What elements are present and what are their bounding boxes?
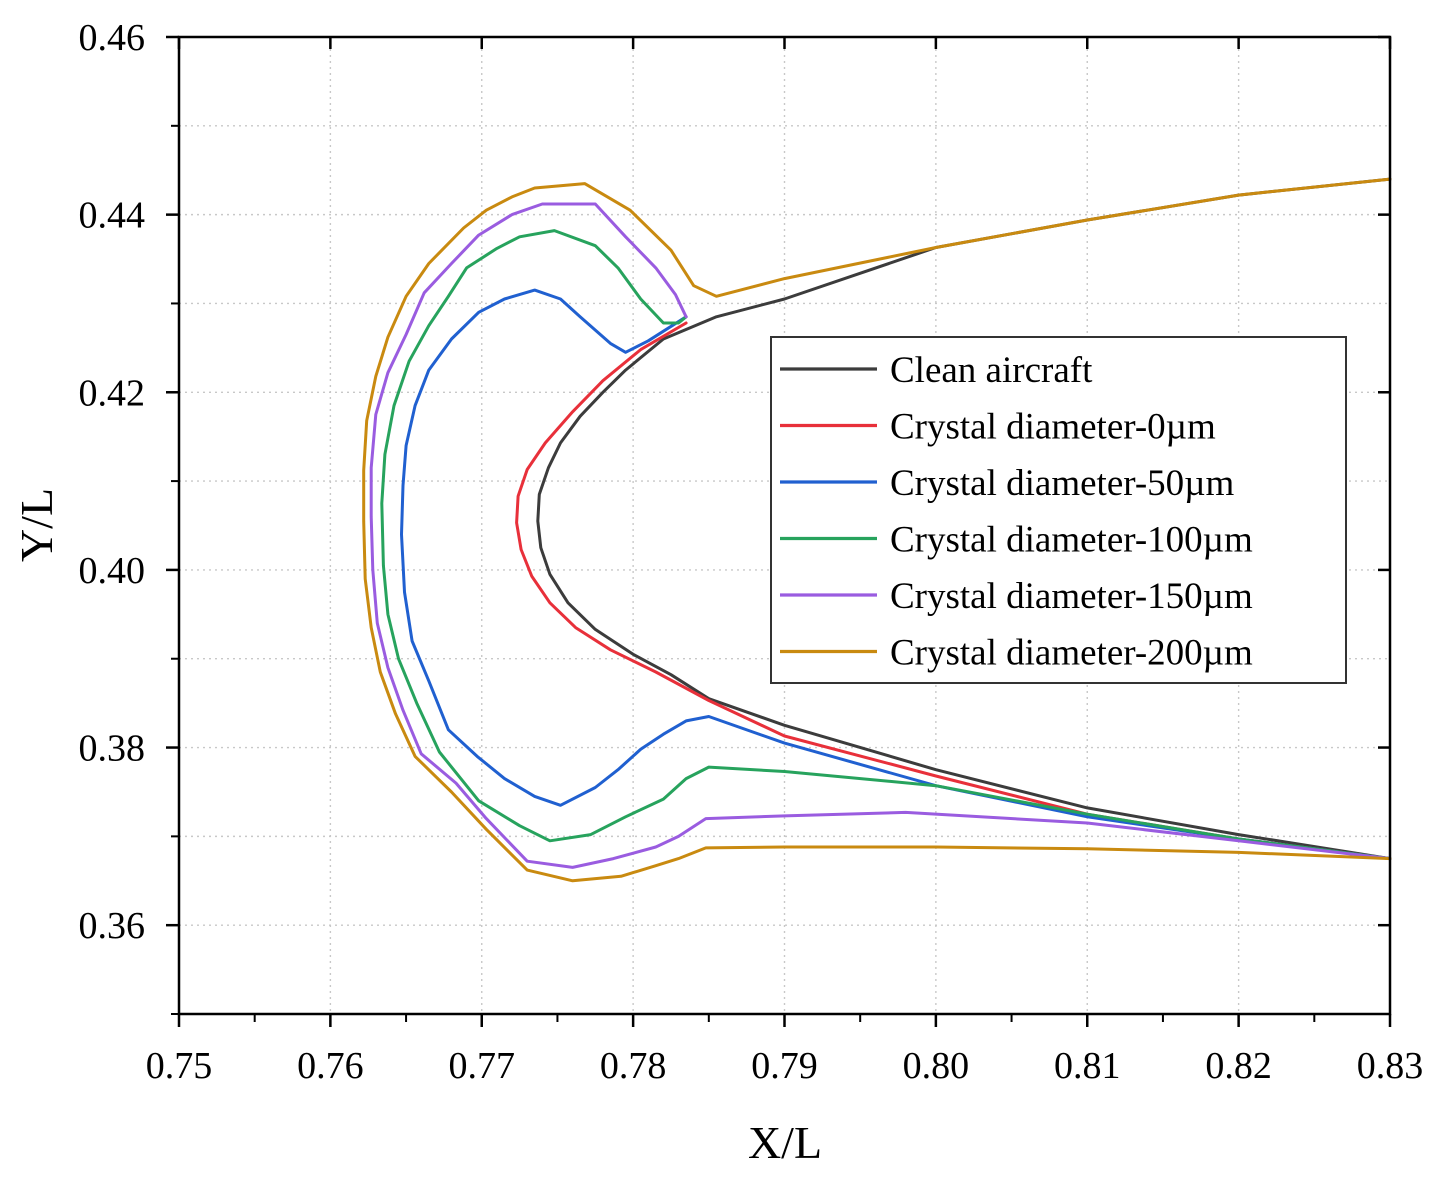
y-tick-label: 0.42 bbox=[79, 372, 146, 414]
legend-items: Clean aircraft Crystal diameter-0µm Crysta… bbox=[780, 350, 1253, 674]
y-axis-title: Y/L bbox=[11, 488, 62, 562]
series-line bbox=[380, 229, 1392, 861]
x-axis-title: X/L bbox=[748, 1117, 822, 1168]
legend: Clean aircraft Crystal diameter-0µm Crysta… bbox=[770, 336, 1347, 684]
axis-ticks bbox=[166, 35, 1392, 1027]
series-line bbox=[362, 177, 1392, 883]
x-tick-label: 0.83 bbox=[1357, 1045, 1424, 1087]
legend-label: Crystal diameter-200µm bbox=[890, 633, 1253, 674]
series-line bbox=[369, 202, 1392, 869]
y-tick-label: 0.40 bbox=[79, 550, 146, 592]
series-line bbox=[515, 321, 1392, 861]
x-tick-label: 0.75 bbox=[146, 1045, 213, 1087]
legend-label: Crystal diameter-0µm bbox=[890, 407, 1216, 448]
legend-box bbox=[770, 336, 1347, 684]
legend-label: Crystal diameter-50µm bbox=[890, 463, 1234, 504]
series-line bbox=[536, 177, 1392, 861]
x-tick-label: 0.81 bbox=[1054, 1045, 1121, 1087]
x-tick-label: 0.76 bbox=[297, 1045, 364, 1087]
tick-labels: 0.75 0.76 0.77 0.78 0.79 0.80 0.81 0.82 0.83 0.36… bbox=[79, 17, 1424, 1087]
legend-label: Clean aircraft bbox=[890, 350, 1093, 391]
y-tick-label: 0.44 bbox=[79, 195, 146, 237]
legend-label: Crystal diameter-100µm bbox=[890, 520, 1253, 561]
x-tick-label: 0.80 bbox=[903, 1045, 970, 1087]
x-tick-label: 0.77 bbox=[449, 1045, 516, 1087]
y-tick-label: 0.36 bbox=[79, 905, 146, 947]
x-tick-label: 0.79 bbox=[751, 1045, 818, 1087]
series-lines bbox=[362, 177, 1392, 883]
series-line bbox=[400, 288, 1392, 861]
x-tick-label: 0.78 bbox=[600, 1045, 667, 1087]
legend-label: Crystal diameter-150µm bbox=[890, 576, 1253, 617]
y-tick-label: 0.38 bbox=[79, 728, 146, 770]
y-tick-label: 0.46 bbox=[79, 17, 146, 59]
x-tick-label: 0.82 bbox=[1205, 1045, 1272, 1087]
